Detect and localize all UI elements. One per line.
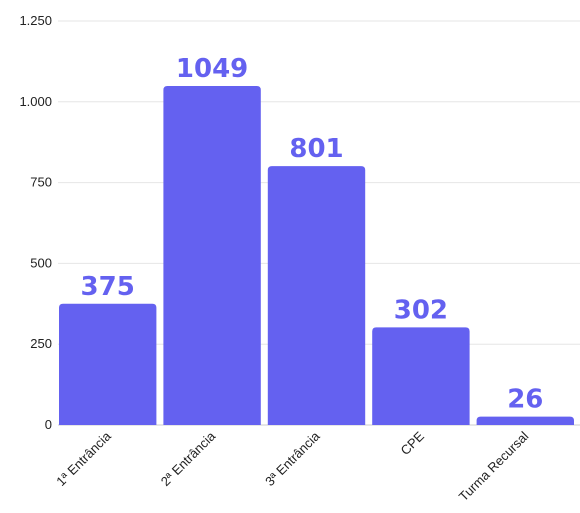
bar [476,416,574,425]
x-axis-ticks: 1ª Entrância 2ª Entrância 3ª Entrância CPE T… [53,428,531,504]
data-label: 26 [507,385,543,415]
y-tick-label: 1.250 [19,13,52,28]
bar [163,85,261,426]
bar [267,166,366,425]
y-tick-label: 1.000 [19,94,52,109]
data-label: 375 [81,272,135,302]
x-tick-label: 2ª Entrância [158,428,219,489]
x-tick-label: Turma Recursal [456,428,532,504]
bars [59,85,574,426]
data-labels: 375 1049 801 302 26 [81,54,544,415]
x-tick-label: 3ª Entrância [262,428,323,489]
data-label: 1049 [176,54,248,84]
y-axis-ticks: 0 250 500 750 1.000 1.250 [19,13,52,432]
data-label: 302 [394,295,448,325]
y-tick-label: 500 [30,255,52,270]
bar [59,303,157,425]
x-tick-label: 1ª Entrância [53,428,114,489]
x-tick-label: CPE [398,428,428,458]
y-tick-label: 0 [45,417,52,432]
data-label: 801 [289,134,343,164]
bar [372,327,470,425]
y-tick-label: 750 [30,175,52,190]
y-tick-label: 250 [30,336,52,351]
